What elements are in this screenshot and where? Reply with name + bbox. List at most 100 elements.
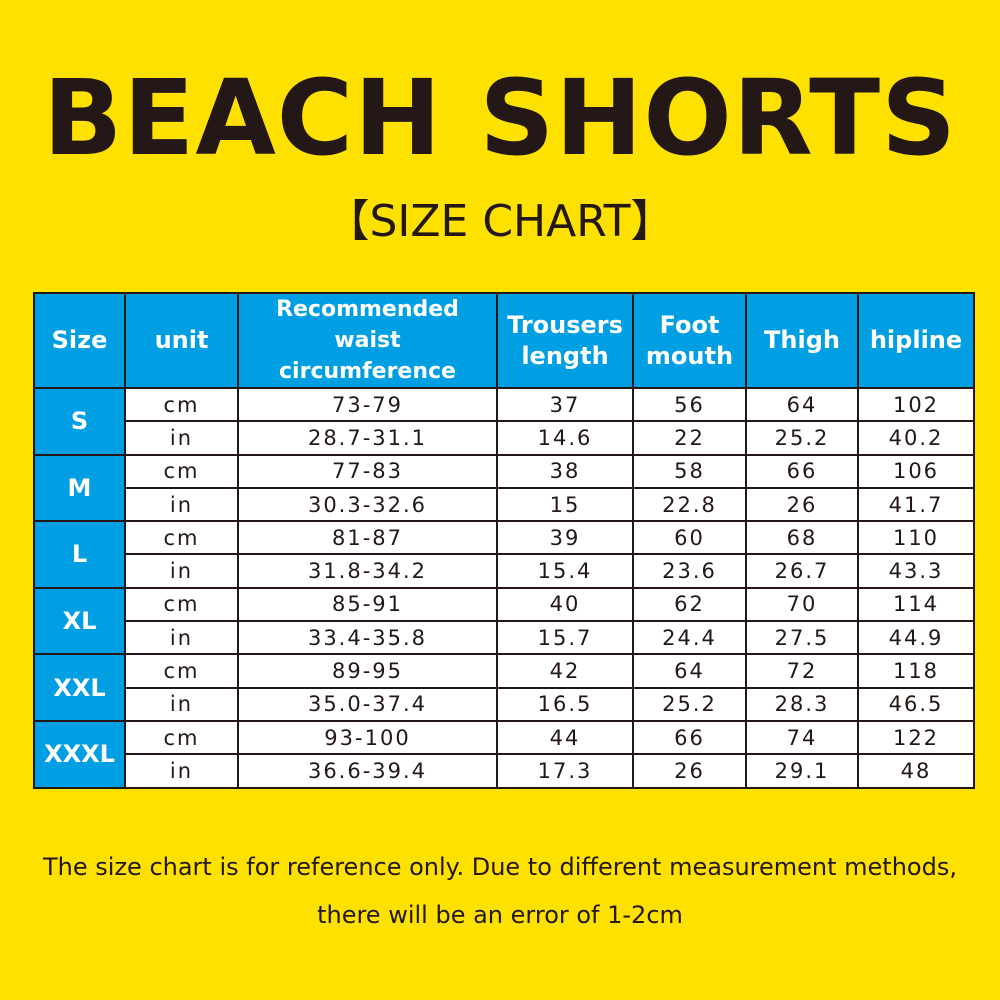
cell-foot-mouth: 22	[632, 420, 747, 456]
cell-foot-mouth: 22.8	[632, 486, 747, 523]
size-label: XL	[33, 586, 126, 656]
table-row: XXL cm 89-95 42 64 72 118	[33, 653, 975, 722]
header-foot-mouth: Foot mouth	[632, 292, 747, 389]
cell-foot-mouth: 56	[632, 386, 747, 423]
cell-thigh: 27.5	[745, 620, 859, 656]
cell-waist: 28.7-31.1	[237, 420, 498, 456]
cell-waist: 93-100	[237, 719, 498, 756]
cell-unit: in	[124, 620, 239, 656]
cell-thigh: 66	[745, 453, 859, 489]
cell-hipline: 114	[857, 586, 975, 623]
cell-hipline: 48	[857, 753, 975, 789]
table-row: in 36.6-39.4 17.3 26 29.1 48	[34, 753, 975, 789]
cell-waist: 35.0-37.4	[237, 686, 498, 722]
cell-foot-mouth: 60	[632, 520, 747, 556]
disclaimer-line-2: there will be an error of 1-2cm	[317, 901, 683, 929]
cell-hipline: 102	[857, 386, 975, 423]
cell-thigh: 28.3	[745, 686, 859, 722]
cell-trousers-length: 40	[496, 586, 634, 623]
cell-unit: cm	[124, 386, 239, 423]
cell-thigh: 74	[745, 719, 859, 756]
size-chart-table: Size unit Recommended waist circumferenc…	[33, 292, 975, 789]
disclaimer-line-1: The size chart is for reference only. Du…	[43, 853, 957, 881]
cell-hipline: 40.2	[857, 420, 975, 456]
header-waist: Recommended waist circumference	[237, 292, 498, 389]
table-header-row: Size unit Recommended waist circumferenc…	[33, 292, 975, 389]
cell-trousers-length: 37	[496, 386, 634, 423]
cell-thigh: 70	[745, 586, 859, 623]
cell-hipline: 106	[857, 453, 975, 489]
cell-thigh: 25.2	[745, 420, 859, 456]
cell-waist: 81-87	[237, 520, 498, 556]
size-label: L	[33, 520, 126, 589]
header-unit: unit	[124, 292, 239, 389]
cell-trousers-length: 16.5	[496, 686, 634, 722]
cell-unit: cm	[124, 520, 239, 556]
table-row: in 33.4-35.8 15.7 24.4 27.5 44.9	[34, 620, 975, 656]
table-row: XXXL cm 93-100 44 66 74 122	[33, 719, 975, 789]
cell-hipline: 122	[857, 719, 975, 756]
cell-foot-mouth: 24.4	[632, 620, 747, 656]
cell-trousers-length: 38	[496, 453, 634, 489]
cell-unit: in	[124, 486, 239, 523]
cell-foot-mouth: 25.2	[632, 686, 747, 722]
size-label: S	[33, 387, 126, 456]
cell-foot-mouth: 26	[632, 753, 747, 789]
cell-unit: in	[124, 420, 239, 456]
cell-waist: 77-83	[237, 453, 498, 489]
cell-trousers-length: 42	[496, 653, 634, 689]
header-hipline: hipline	[857, 292, 975, 389]
cell-thigh: 26.7	[745, 553, 859, 589]
table-row: in 30.3-32.6 15 22.8 26 41.7	[34, 486, 975, 523]
cell-trousers-length: 14.6	[496, 420, 634, 456]
size-label: XXL	[33, 653, 126, 722]
cell-waist: 85-91	[237, 586, 498, 623]
cell-unit: in	[124, 686, 239, 722]
cell-trousers-length: 17.3	[496, 753, 634, 789]
cell-thigh: 72	[745, 653, 859, 689]
cell-unit: in	[124, 753, 239, 789]
cell-unit: cm	[124, 586, 239, 623]
cell-unit: cm	[124, 453, 239, 489]
cell-foot-mouth: 23.6	[632, 553, 747, 589]
size-label: M	[33, 453, 126, 523]
cell-foot-mouth: 66	[632, 719, 747, 756]
cell-hipline: 46.5	[857, 686, 975, 722]
header-trousers-length: Trousers length	[496, 292, 634, 389]
cell-hipline: 43.3	[857, 553, 975, 589]
cell-unit: cm	[124, 719, 239, 756]
cell-waist: 33.4-35.8	[237, 620, 498, 656]
table-row: in 28.7-31.1 14.6 22 25.2 40.2	[34, 420, 975, 456]
cell-unit: in	[124, 553, 239, 589]
header-size: Size	[33, 292, 126, 389]
cell-trousers-length: 15.4	[496, 553, 634, 589]
page-title: BEACH SHORTS	[43, 57, 957, 179]
cell-waist: 31.8-34.2	[237, 553, 498, 589]
cell-trousers-length: 15.7	[496, 620, 634, 656]
cell-foot-mouth: 58	[632, 453, 747, 489]
table-row: in 31.8-34.2 15.4 23.6 26.7 43.3	[34, 553, 975, 589]
cell-foot-mouth: 62	[632, 586, 747, 623]
cell-trousers-length: 39	[496, 520, 634, 556]
cell-trousers-length: 44	[496, 719, 634, 756]
cell-thigh: 29.1	[745, 753, 859, 789]
cell-waist: 89-95	[237, 653, 498, 689]
cell-hipline: 41.7	[857, 486, 975, 523]
cell-foot-mouth: 64	[632, 653, 747, 689]
table-row: XL cm 85-91 40 62 70 114	[33, 586, 975, 656]
header-thigh: Thigh	[745, 292, 859, 389]
cell-hipline: 118	[857, 653, 975, 689]
cell-hipline: 44.9	[857, 620, 975, 656]
size-label: XXXL	[33, 719, 126, 789]
cell-hipline: 110	[857, 520, 975, 556]
cell-unit: cm	[124, 653, 239, 689]
cell-waist: 73-79	[237, 386, 498, 423]
cell-thigh: 64	[745, 386, 859, 423]
cell-waist: 30.3-32.6	[237, 486, 498, 523]
cell-thigh: 68	[745, 520, 859, 556]
cell-thigh: 26	[745, 486, 859, 523]
cell-trousers-length: 15	[496, 486, 634, 523]
